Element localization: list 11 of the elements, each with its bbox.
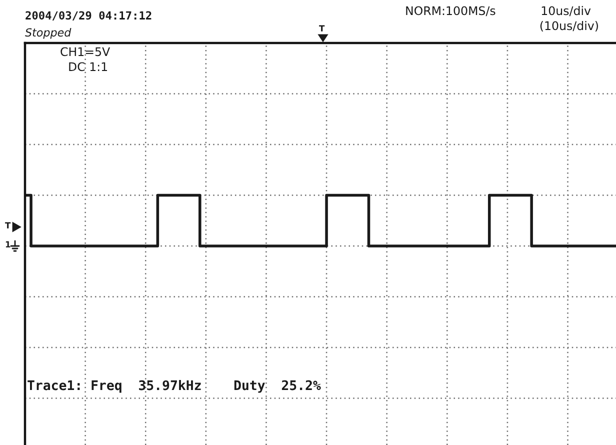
text: CH1=5V [60, 47, 110, 56]
text: DC 1:1 [69, 62, 107, 72]
text: 1 [6, 241, 10, 248]
text: NORM:100MS/s [406, 6, 496, 16]
text: T [5, 222, 11, 228]
text: (10us/div) [540, 21, 598, 32]
text: 10us/div [542, 6, 591, 16]
text: Stopped [25, 28, 72, 39]
text: T [319, 25, 325, 32]
text: 2004/03/29 04:17:12 [26, 11, 152, 20]
text: Trace1: Freq 35.97kHz Duty 25.2% [28, 380, 321, 393]
